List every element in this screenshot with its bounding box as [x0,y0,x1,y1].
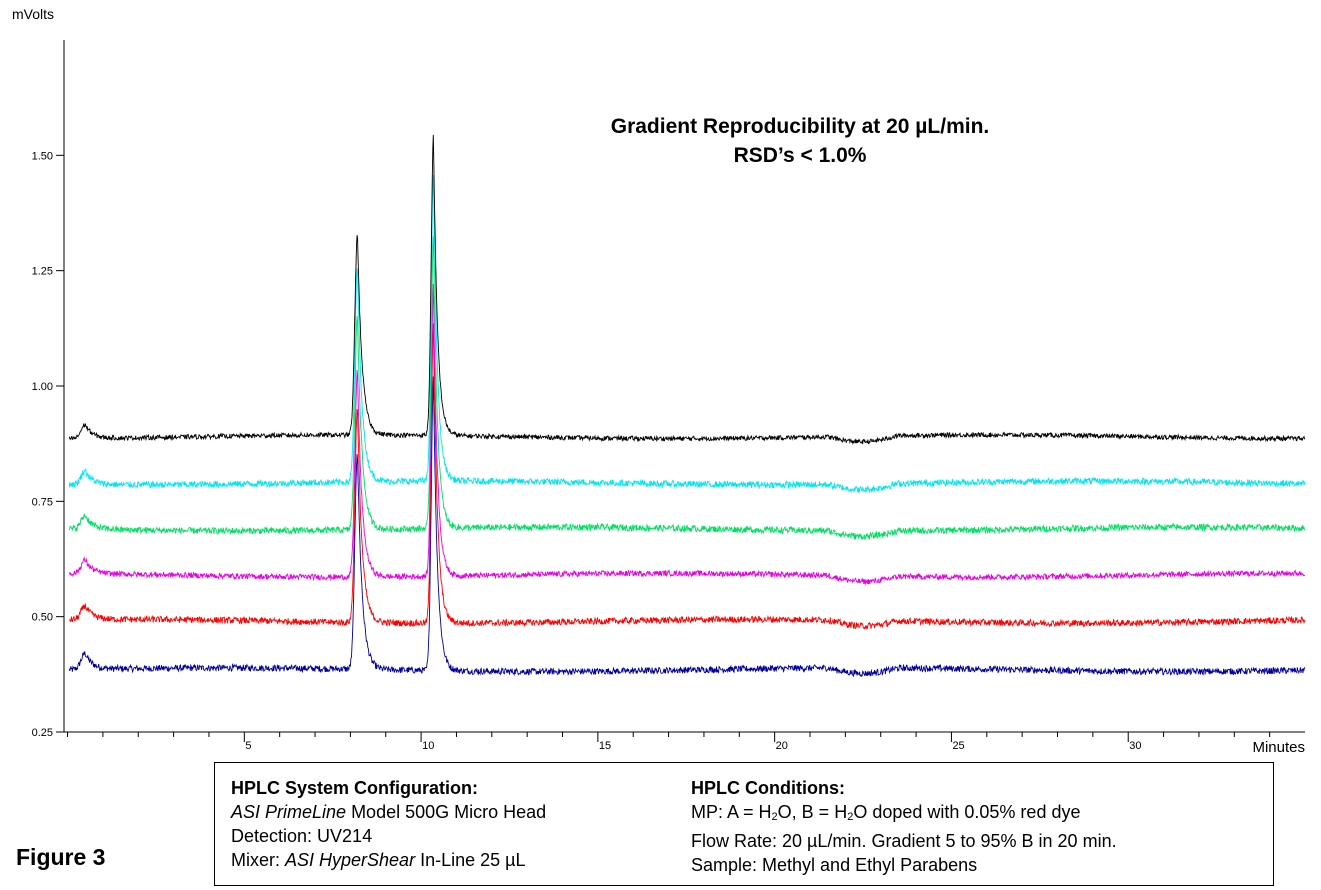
trace-line [68,236,1306,541]
x-axis-label: Minutes [1252,739,1305,756]
mp-a: MP: A = H [691,802,772,822]
y-tick-label: 0.25 [32,727,53,739]
conditions-mp: MP: A = H2O, B = H2O doped with 0.05% re… [691,800,1117,829]
mixer-prefix: Mixer: [231,850,285,870]
conditions-flow: Flow Rate: 20 µL/min. Gradient 5 to 95% … [691,831,1117,851]
mp-sub-2: 2 [847,811,854,823]
config-mixer: Mixer: ASI HyperShear In-Line 25 µL [231,848,546,872]
hplc-conditions: HPLC Conditions: MP: A = H2O, B = H2O do… [691,776,1117,877]
mp-end: O doped with 0.05% red dye [853,802,1081,822]
conditions-box: HPLC System Configuration: ASI PrimeLine… [214,762,1274,886]
trace-line [68,134,1305,445]
mixer-model: In-Line 25 µL [415,850,526,870]
config-heading: HPLC System Configuration: [231,778,479,798]
y-tick-label: 0.75 [32,496,53,508]
chart-title: Gradient Reproducibility at 20 µL/min. [610,115,990,138]
trace-line [68,376,1306,678]
system-config: HPLC System Configuration: ASI PrimeLine… [231,776,546,872]
y-tick-label: 1.25 [32,266,53,278]
chart-subtitle: RSD’s < 1.0% [733,144,867,167]
figure-label: Figure 3 [16,844,106,870]
x-tick-label: 30 [1129,740,1141,752]
mixer-brand: ASI HyperShear [285,850,416,870]
chromatogram-chart: 0.25 0.50 0.75 1.00 1.25 1.50 5 10 15 20 25 30 Minut… [32,40,1306,756]
pump-brand: ASI PrimeLine [231,802,347,822]
mp-sub-1: 2 [771,811,778,823]
config-detection: Detection: UV214 [231,826,373,846]
x-tick-label: 5 [245,740,251,752]
mp-mid: O, B = H [777,802,848,822]
y-axis-label: mVolts [12,6,55,22]
trace-line [69,323,1306,630]
conditions-sample: Sample: Methyl and Ethyl Parabens [691,855,978,875]
x-tick-label: 15 [599,740,611,752]
axes: 0.25 0.50 0.75 1.00 1.25 1.50 5 10 15 20 25 30 Minut… [32,40,1305,756]
chart-title-block: Gradient Reproducibility at 20 µL/min. R… [610,112,990,170]
pump-model: Model 500G Micro Head [346,802,547,822]
y-tick-label: 1.50 [32,150,53,162]
traces [68,134,1306,678]
y-tick-label: 1.00 [32,381,53,393]
x-tick-label: 25 [952,740,964,752]
trace-line [68,283,1305,586]
y-tick-label: 0.50 [32,612,53,624]
trace-line [68,174,1306,493]
x-tick-label: 10 [422,740,434,752]
x-tick-label: 20 [776,740,788,752]
conditions-heading: HPLC Conditions: [691,778,845,798]
config-pump: ASI PrimeLine Model 500G Micro Head [231,800,546,824]
